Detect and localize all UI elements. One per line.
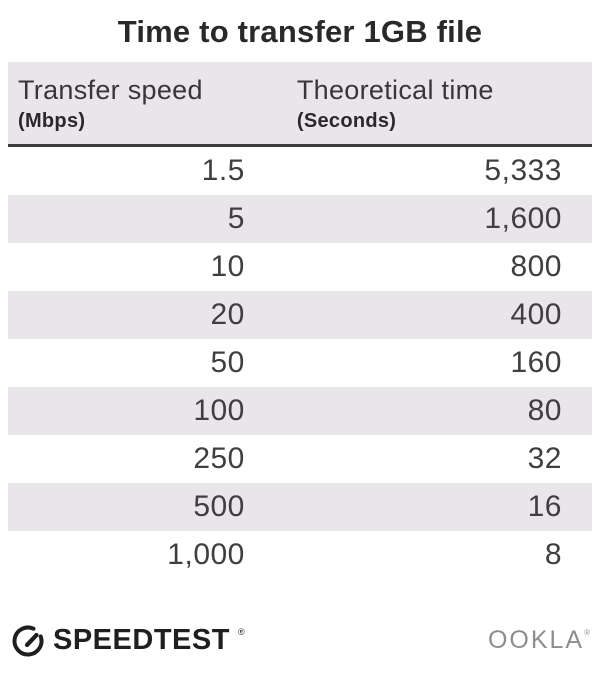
speed-cell: 250 (193, 442, 245, 475)
page-title: Time to transfer 1GB file (117, 14, 483, 49)
speedtest-logo: SPEEDTEST ® (10, 622, 245, 658)
table-row: 1.5 5,333 (8, 146, 592, 196)
column-header-unit: (Mbps) (18, 110, 86, 132)
speed-cell: 100 (193, 394, 245, 427)
time-cell: 400 (510, 298, 562, 331)
speed-cell: 20 (210, 298, 245, 331)
column-header-transfer-speed: Transfer speed (Mbps) (8, 62, 261, 147)
time-cell: 8 (544, 538, 562, 571)
column-header-label: Transfer speed (18, 75, 203, 105)
table-row: 10 800 (8, 243, 592, 291)
table-row: 5 1,600 (8, 195, 592, 243)
time-cell: 800 (510, 250, 562, 283)
speed-cell: 50 (210, 346, 245, 379)
table-row: 100 80 (8, 387, 592, 435)
ookla-logo: OOKLA ® (488, 626, 590, 655)
time-cell: 1,600 (484, 202, 562, 235)
column-header-unit: (Seconds) (296, 110, 397, 132)
column-header-label: Theoretical time (296, 75, 494, 105)
column-header-theoretical-time: Theoretical time (Seconds) (260, 62, 592, 147)
table-row: 50 160 (8, 339, 592, 387)
speedometer-gauge-icon (12, 625, 44, 657)
table-row: 250 32 (8, 435, 592, 483)
speedtest-wordmark: SPEEDTEST (53, 623, 230, 656)
time-cell: 80 (527, 394, 562, 427)
table-header-row: Transfer speed (Mbps) Theoretical time (… (8, 62, 592, 147)
table-row: 1,000 8 (8, 531, 592, 579)
time-cell: 32 (527, 442, 562, 475)
time-cell: 5,333 (484, 154, 562, 187)
transfer-time-table: Transfer speed (Mbps) Theoretical time (… (8, 62, 592, 579)
table-header: Transfer speed (Mbps) Theoretical time (… (8, 62, 592, 147)
speed-cell: 10 (210, 250, 245, 283)
speed-cell: 1.5 (201, 154, 245, 187)
table-body: 1.5 5,333 5 1,600 10 800 20 400 50 160 100 80 250 32 5… (8, 146, 592, 580)
table-row: 20 400 (8, 291, 592, 339)
speed-cell: 500 (193, 490, 245, 523)
ookla-wordmark: OOKLA (487, 625, 585, 654)
registered-trademark-icon: ® (237, 627, 245, 637)
table-row: 500 16 (8, 483, 592, 531)
time-cell: 160 (510, 346, 562, 379)
registered-trademark-icon: ® (584, 627, 590, 637)
page-footer: SPEEDTEST ® OOKLA ® (0, 622, 600, 658)
speed-cell: 5 (227, 202, 245, 235)
time-cell: 16 (527, 490, 562, 523)
speed-cell: 1,000 (167, 538, 245, 571)
